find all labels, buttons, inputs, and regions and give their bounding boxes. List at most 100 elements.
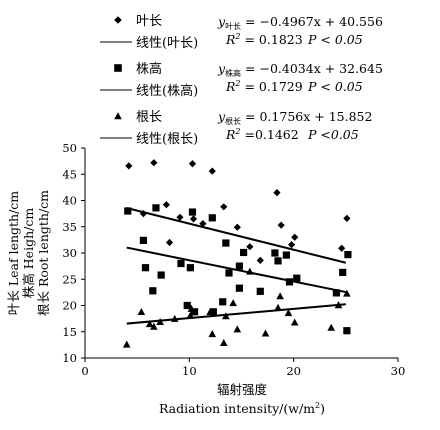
data-point <box>125 162 133 170</box>
data-point <box>284 309 293 317</box>
legend-fit-label: 线性(根长) <box>136 132 198 147</box>
y-tick-label: 15 <box>62 325 77 339</box>
data-point <box>282 251 290 259</box>
series-0 <box>125 159 351 264</box>
data-point <box>189 215 198 223</box>
trend-line <box>126 246 347 294</box>
y-tick-label: 45 <box>62 167 77 181</box>
data-point <box>235 262 244 270</box>
data-point <box>246 267 254 275</box>
data-point <box>276 292 284 300</box>
data-point <box>291 233 299 241</box>
data-point <box>188 160 197 168</box>
series-2 <box>122 267 351 348</box>
legend-fit-label: 线性(株高) <box>136 83 198 99</box>
data-point <box>209 308 217 316</box>
y-tick-label: 25 <box>62 272 77 286</box>
data-point <box>220 203 228 211</box>
data-point <box>256 287 264 295</box>
x-tick-label: 0 <box>81 364 88 378</box>
data-point <box>186 264 194 272</box>
legend-label: 株高 <box>136 61 162 77</box>
y-tick-label: 20 <box>62 299 77 313</box>
data-point <box>183 301 191 310</box>
data-point <box>208 330 217 338</box>
trend-line <box>126 303 346 325</box>
data-point <box>233 223 241 231</box>
data-point <box>219 298 227 306</box>
data-point <box>208 214 216 222</box>
x-tick-label: 20 <box>286 364 301 378</box>
data-point <box>261 329 270 337</box>
y-axis-title-line: 株高 Heigh/cm <box>21 208 36 299</box>
legend-label: 根长 <box>136 110 162 125</box>
p-value: P < 0.05 <box>307 79 363 94</box>
regression-equation: y株高 = −0.4034x + 32.645 <box>217 61 383 78</box>
data-point <box>233 325 242 333</box>
data-point <box>141 264 150 272</box>
x-axis-title-cn: 辐射强度 <box>217 382 268 397</box>
data-point <box>271 249 279 257</box>
data-point <box>290 318 299 326</box>
data-point <box>165 238 174 247</box>
data-point <box>239 248 248 257</box>
data-point <box>208 167 216 175</box>
legend-label: 叶长 <box>136 14 162 29</box>
data-point <box>222 239 230 247</box>
data-point <box>150 322 158 330</box>
data-point <box>219 338 228 347</box>
data-point <box>344 250 352 259</box>
y-tick-label: 40 <box>62 194 77 208</box>
data-point <box>293 274 301 282</box>
data-point <box>187 304 196 312</box>
data-point <box>162 201 170 209</box>
data-point <box>332 289 341 297</box>
data-point <box>229 299 237 307</box>
data-point <box>235 284 244 292</box>
data-point <box>338 244 346 252</box>
p-value: P < 0.05 <box>307 32 363 47</box>
data-point <box>137 308 146 316</box>
p-value: P <0.05 <box>307 127 359 142</box>
data-point <box>285 278 294 286</box>
x-tick-label: 30 <box>391 364 406 378</box>
data-point <box>274 257 282 265</box>
data-point <box>199 220 207 228</box>
data-point <box>256 256 264 264</box>
y-tick-label: 35 <box>62 220 77 234</box>
axes: 0 10 20 30 10 15 20 25 30 35 40 45 50 辐射强度 Radiation i… <box>6 141 405 416</box>
legend-marker <box>114 16 122 24</box>
data-point <box>343 289 351 297</box>
data-point <box>176 213 184 221</box>
data-point <box>149 287 157 295</box>
r-squared: R2 = 0.1823 <box>225 32 303 47</box>
y-axis-title-line: 叶长 Leaf length/cm <box>6 191 21 315</box>
data-point <box>139 236 148 244</box>
regression-equation: y根长 = 0.1756x + 15.852 <box>217 109 372 126</box>
data-point <box>177 259 185 268</box>
y-tick-label: 50 <box>62 141 77 155</box>
data-point <box>343 327 351 335</box>
data-point <box>327 323 336 331</box>
legend-marker <box>114 64 122 72</box>
x-tick-label: 10 <box>182 364 197 378</box>
r-squared: R2 = 0.1729 <box>225 79 303 94</box>
data-point <box>157 271 165 279</box>
y-tick-label: 10 <box>62 351 77 365</box>
data-point <box>188 208 197 216</box>
plot-area <box>122 159 352 348</box>
data-point <box>145 320 154 328</box>
data-point <box>246 243 254 251</box>
data-point <box>152 204 160 212</box>
series-1 <box>124 204 352 335</box>
x-axis-title-en: Radiation intensity/(w/m2) <box>159 401 325 416</box>
data-point <box>287 241 296 249</box>
r-squared: R2 =0.1462 <box>225 127 299 142</box>
data-point <box>150 159 158 167</box>
y-tick-label: 30 <box>62 246 77 260</box>
data-point <box>206 308 214 316</box>
trend-line <box>126 207 347 264</box>
